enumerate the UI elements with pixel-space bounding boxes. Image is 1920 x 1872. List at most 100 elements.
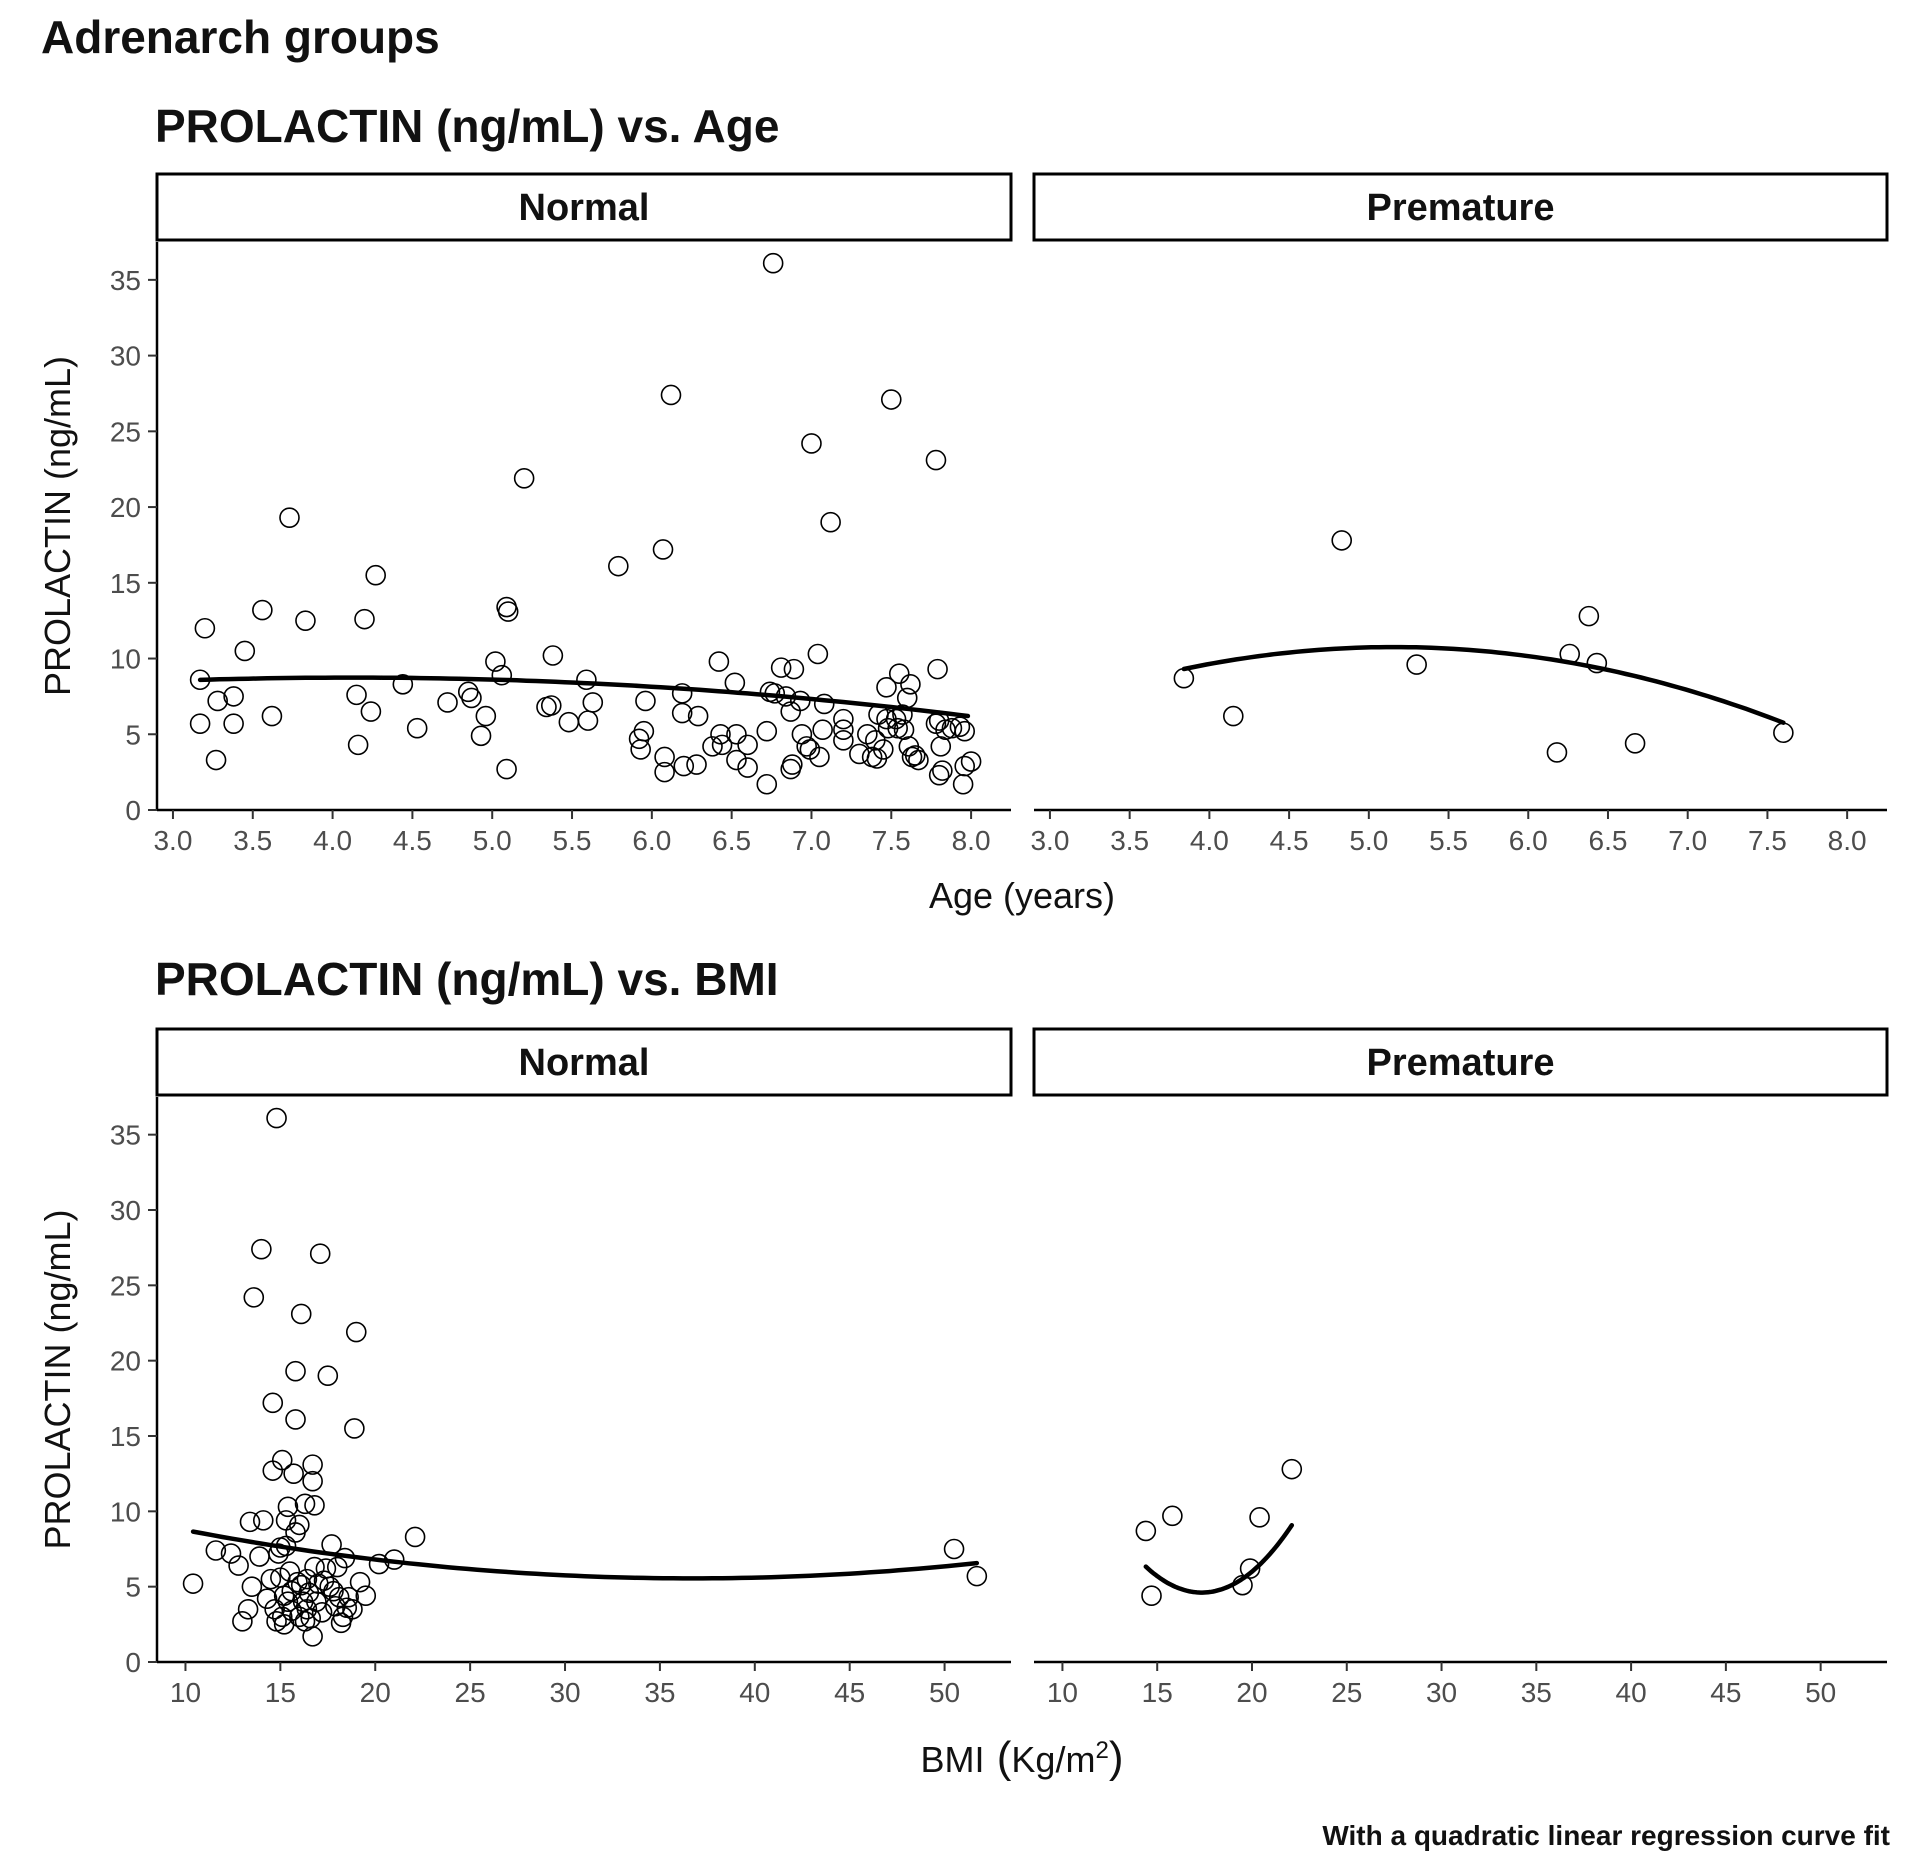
x-tick-label: 25 xyxy=(455,1677,486,1708)
data-point xyxy=(346,684,367,706)
data-point xyxy=(966,1565,988,1587)
data-point xyxy=(857,723,878,745)
data-point xyxy=(354,608,375,630)
data-point xyxy=(232,1611,253,1632)
data-point xyxy=(673,755,695,777)
data-point xyxy=(791,723,813,745)
data-point xyxy=(437,692,458,713)
facet-premature: Premature 3.0 3.5 4.0 4.5 5.0 5.5 6.0 6.5 7.0 7.5 8… xyxy=(1030,172,1889,856)
x-tick-label: 20 xyxy=(360,1677,391,1708)
y-tick-label: 15 xyxy=(110,1421,141,1452)
x-axis-title: Age (years) xyxy=(929,875,1115,916)
data-point xyxy=(833,708,854,730)
data-point xyxy=(660,384,682,406)
x-tick-label: 50 xyxy=(1805,1677,1836,1708)
data-point xyxy=(296,1568,318,1590)
data-point xyxy=(475,705,497,727)
data-point xyxy=(275,1510,297,1531)
data-point xyxy=(256,1588,278,1610)
y-tick-label: 10 xyxy=(110,644,141,675)
data-point xyxy=(892,704,913,725)
data-point xyxy=(630,739,651,760)
x-tick-label: 5.0 xyxy=(1349,825,1388,856)
data-point xyxy=(304,1556,325,1578)
x-tick-label: 15 xyxy=(1142,1677,1173,1708)
data-point xyxy=(737,757,758,778)
data-point xyxy=(342,1598,363,1620)
data-point xyxy=(633,720,655,742)
data-point xyxy=(1281,1458,1303,1480)
y-tick-label: 30 xyxy=(110,341,141,372)
data-point xyxy=(344,1418,365,1439)
data-point xyxy=(582,692,604,713)
facet-normal: Normal 10 15 20 25 30 35 40 45 50 0 5 10 15 20 25 30 35 xyxy=(110,1027,1013,1708)
x-tick-label: 35 xyxy=(1521,1677,1552,1708)
data-point xyxy=(262,1392,284,1414)
data-point xyxy=(1141,1585,1162,1607)
data-point xyxy=(349,1571,371,1593)
data-point xyxy=(687,705,709,727)
x-tick-label: 4.0 xyxy=(313,825,352,856)
data-point xyxy=(228,1555,249,1576)
data-point xyxy=(1135,1520,1157,1542)
data-point xyxy=(1624,733,1646,754)
y-tick-label: 25 xyxy=(110,416,141,447)
data-point xyxy=(360,701,382,722)
data-point xyxy=(928,764,950,786)
data-point xyxy=(252,1510,274,1531)
data-point xyxy=(925,449,947,471)
data-point xyxy=(932,760,953,781)
y-tick-label: 0 xyxy=(125,1647,141,1678)
data-point xyxy=(194,617,216,639)
x-axis-unit-exponent: 2 xyxy=(1095,1737,1108,1764)
y-tick-label: 35 xyxy=(110,265,141,296)
data-point xyxy=(954,720,976,742)
x-tick-label: 8.0 xyxy=(1828,825,1867,856)
data-point xyxy=(207,690,228,712)
data-point xyxy=(470,725,492,747)
data-point xyxy=(801,433,822,454)
data-point xyxy=(872,739,894,760)
data-point xyxy=(285,1409,306,1430)
data-point xyxy=(710,723,731,745)
facet-normal: Normal 3.0 3.5 4.0 4.5 5.0 5.5 6.0 6.5 7.0 7.5 8.0 0… xyxy=(110,172,1013,856)
facet-strip-label: Premature xyxy=(1367,187,1555,229)
x-tick-label: 5.5 xyxy=(553,825,592,856)
data-point xyxy=(285,1522,306,1543)
data-point xyxy=(205,1540,227,1561)
data-point xyxy=(724,672,746,694)
data-point xyxy=(205,749,227,771)
x-axis-title-text: BMI xyxy=(921,1739,985,1780)
x-tick-label: 45 xyxy=(834,1677,865,1708)
x-axis-unit: Kg/m xyxy=(1011,1739,1095,1780)
data-point xyxy=(807,643,829,665)
x-tick-label: 35 xyxy=(644,1677,675,1708)
x-tick-label: 4.0 xyxy=(1190,825,1229,856)
data-point xyxy=(954,755,976,777)
data-point xyxy=(540,695,562,716)
data-point xyxy=(558,711,580,733)
data-point xyxy=(756,720,778,742)
data-point xyxy=(266,1107,287,1129)
facet-strip xyxy=(1032,172,1889,242)
y-tick-label: 5 xyxy=(125,719,141,750)
x-tick-label: 10 xyxy=(1047,1677,1078,1708)
x-tick-label: 20 xyxy=(1236,1677,1267,1708)
data-point xyxy=(294,1493,316,1515)
data-point xyxy=(237,1598,259,1620)
data-point xyxy=(311,1601,333,1623)
data-point xyxy=(820,511,841,533)
data-point xyxy=(317,1365,339,1387)
data-point xyxy=(328,1586,350,1608)
data-point xyxy=(223,686,244,707)
x-tick-label: 4.5 xyxy=(1270,825,1309,856)
data-point xyxy=(813,693,835,715)
data-point xyxy=(652,539,674,560)
x-tick-label: 7.0 xyxy=(1668,825,1707,856)
data-point xyxy=(234,640,256,662)
plot-title: PROLACTIN (ng/mL) vs. Age xyxy=(155,100,779,152)
data-point xyxy=(833,719,854,741)
data-point xyxy=(812,719,833,741)
data-point xyxy=(406,717,428,739)
age-plot: PROLACTIN (ng/mL) vs. Age PROLACTIN (ng/m… xyxy=(37,100,1889,916)
